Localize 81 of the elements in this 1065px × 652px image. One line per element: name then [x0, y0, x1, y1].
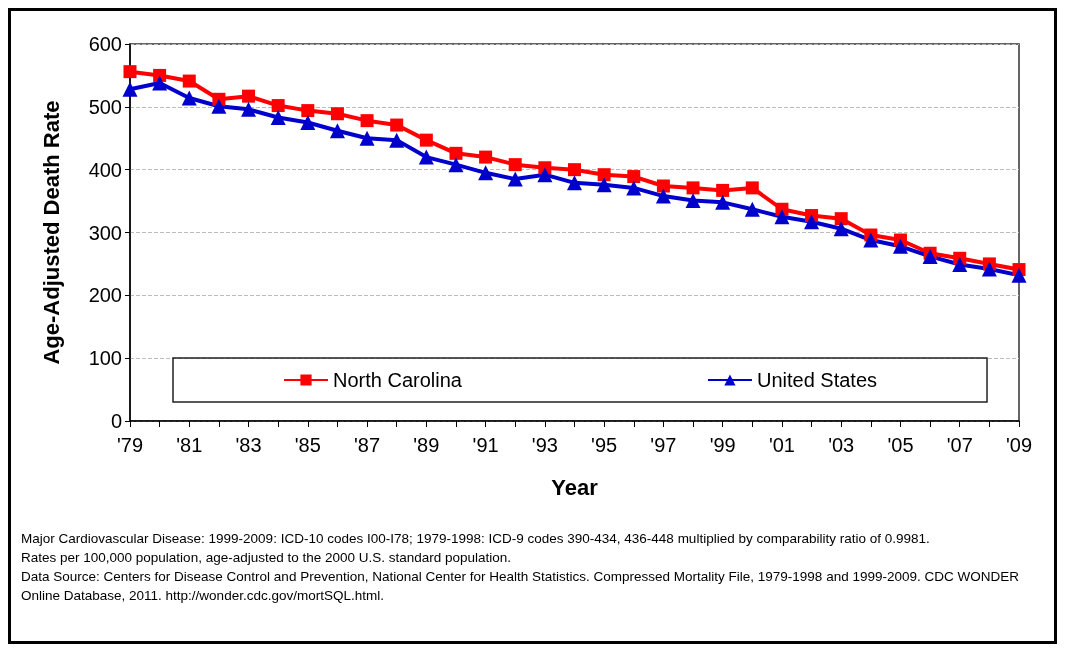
point: [952, 257, 968, 273]
point: [568, 163, 581, 177]
point: [715, 194, 731, 210]
point: [686, 181, 700, 195]
legend-label: United States: [756, 369, 878, 391]
point: [419, 133, 433, 147]
point: [389, 132, 405, 148]
point: [152, 75, 168, 91]
point: [685, 192, 701, 208]
point: [449, 146, 463, 160]
point: [360, 114, 374, 128]
point: [922, 248, 938, 264]
x-tick-label: '93: [531, 434, 558, 456]
point: [270, 110, 286, 126]
y-tick-label: 200: [88, 284, 122, 307]
y-tick-label: 0: [110, 410, 122, 432]
y-tick-label: 100: [88, 347, 122, 370]
point: [1011, 267, 1027, 283]
point: [123, 65, 137, 79]
point: [716, 183, 730, 197]
point: [122, 81, 138, 97]
point: [567, 175, 582, 191]
legend-label: North Carolina: [333, 369, 463, 391]
point: [863, 232, 879, 248]
point: [359, 130, 375, 146]
x-tick-label: '85: [294, 434, 321, 456]
point: [597, 168, 611, 182]
point: [508, 158, 522, 172]
point: [301, 104, 315, 118]
point: [390, 118, 404, 132]
point: [181, 90, 197, 106]
x-tick-label: '99: [709, 434, 736, 456]
point: [627, 170, 641, 184]
x-tick-label: '87: [354, 434, 381, 456]
point: [479, 150, 493, 164]
x-tick-label: '81: [176, 434, 203, 456]
point: [300, 115, 316, 131]
x-tick-label: '09: [1005, 434, 1033, 456]
point: [418, 149, 434, 165]
point: [656, 179, 670, 193]
point: [626, 180, 642, 196]
point: [833, 221, 849, 237]
source-note: Data Source: Centers for Disease Control and Prevention, National Center for Health Statistics. Compressed Mortality File, 1979-1998 and 1999-2009. CDC WONDER Online Database, 2011. http://wonder.cdc.gov/mortSQL.html.: [21, 568, 1020, 605]
x-tick-label: '79: [116, 434, 144, 456]
x-tick-label: '97: [650, 434, 677, 456]
x-tick-label: '91: [472, 434, 499, 456]
y-tick-label: 400: [88, 158, 122, 181]
point: [241, 101, 257, 117]
point: [892, 238, 908, 254]
x-tick-label: '89: [413, 434, 440, 456]
point: [655, 188, 671, 204]
point: [804, 214, 820, 230]
text: Major Cardiovascular Disease: 1999-2009: ICD-10 codes I00-I78; 1979-1998: ICD-9 codes 390-434, 436-448 multiplied by comparability ratio of 0.9981.: [21, 530, 931, 548]
y-axis-title: Age-Adjusted Death Rate: [38, 100, 64, 365]
point: [834, 212, 848, 226]
point: [271, 99, 285, 113]
y-tick-label: 500: [88, 95, 122, 118]
x-tick-label: '07: [946, 434, 973, 456]
point: [745, 181, 759, 195]
point: [330, 107, 344, 121]
x-tick-label: '01: [768, 434, 795, 456]
point: [596, 177, 612, 193]
text: Rates per 100,000 population, age-adjusted to the 2000 U.S. standard population.: [21, 549, 513, 567]
y-tick-label: 300: [88, 221, 122, 244]
point: [774, 209, 790, 225]
point: [507, 171, 523, 187]
x-axis-title: Year: [551, 474, 599, 500]
point: [744, 201, 760, 217]
point: [537, 167, 553, 183]
point: [182, 74, 196, 88]
x-tick-label: '03: [828, 434, 855, 456]
point: [448, 157, 464, 173]
point: [242, 89, 256, 103]
point: [981, 261, 997, 277]
x-tick-label: '83: [235, 434, 262, 456]
point: [329, 123, 345, 139]
point: [478, 165, 494, 181]
y-tick-label: 600: [88, 33, 122, 55]
point: [211, 98, 227, 114]
x-tick-label: '95: [591, 434, 618, 456]
x-tick-label: '05: [887, 434, 914, 456]
